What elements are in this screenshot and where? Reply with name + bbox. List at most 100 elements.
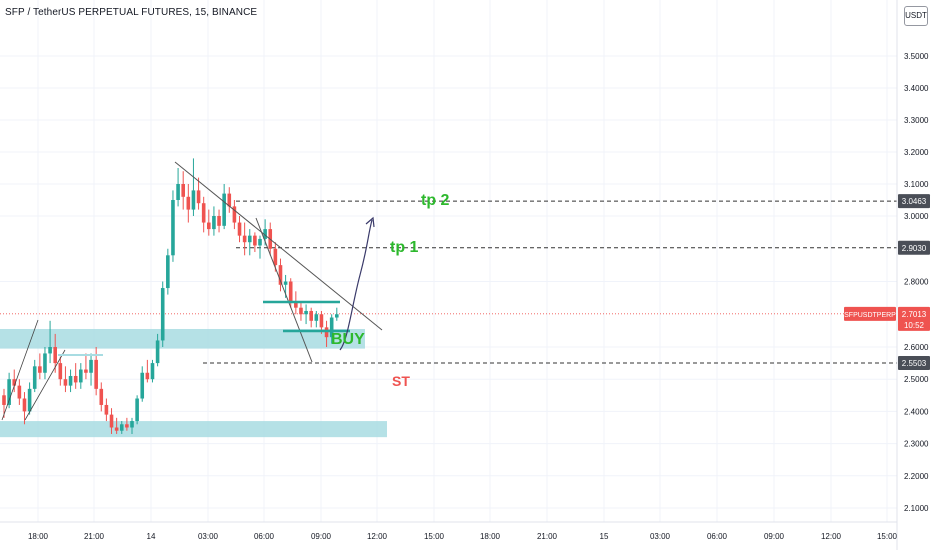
candle-body — [171, 200, 175, 256]
x-tick-label: 18:00 — [28, 532, 49, 541]
candle-body — [68, 375, 73, 386]
candle-body — [89, 359, 93, 373]
candle-body — [299, 307, 303, 315]
y-tick-label: 2.6000 — [904, 343, 929, 352]
candle-body — [79, 369, 83, 383]
candle-body — [247, 235, 252, 243]
candle-body — [253, 235, 257, 246]
candle-body — [63, 379, 68, 386]
price-axis[interactable]: 3.5000 3.4000 3.3000 3.2000 3.1000 3.0000 2.80… — [896, 0, 929, 550]
time-axis[interactable]: 18:00 21:00 14 03:00 06:00 09:00 12:00 15:00 18:… — [0, 521, 898, 541]
tp2-annotation: tp 2 — [421, 192, 450, 209]
drawings — [1, 161, 383, 421]
candle-body — [2, 395, 6, 405]
x-tick-label: 21:00 — [84, 532, 105, 541]
current-price-label: 2.7013 — [902, 310, 927, 319]
candle-body — [329, 317, 334, 338]
candle-body — [319, 314, 324, 328]
candle-body — [145, 372, 150, 380]
annotations: tp 2 tp 1 BUY ST — [331, 192, 450, 389]
candle-body — [186, 196, 191, 210]
y-tick-label: 3.0000 — [904, 212, 929, 221]
buy-annotation: BUY — [331, 331, 365, 348]
x-tick-label: 03:00 — [198, 532, 219, 541]
candle-body — [222, 193, 226, 226]
candle-body — [324, 327, 329, 338]
y-tick-label: 3.4000 — [904, 84, 929, 93]
candle-body — [104, 404, 109, 415]
candle-body — [278, 265, 283, 285]
tp1-level-badge — [898, 240, 930, 255]
candle-body — [217, 216, 221, 226]
candle-body — [283, 281, 288, 285]
candle-body — [227, 193, 232, 207]
tp2-level-label: 3.0463 — [902, 197, 927, 206]
candle-body — [191, 190, 196, 210]
stop-annotation: ST — [392, 373, 410, 389]
countdown-label: 10:52 — [904, 321, 925, 330]
main-trendline — [174, 161, 383, 331]
x-tick-label: 15:00 — [877, 532, 898, 541]
y-tick-label: 3.3000 — [904, 116, 929, 125]
candle-body — [22, 398, 27, 412]
candle-body — [12, 379, 17, 386]
candle-body — [43, 353, 47, 373]
x-tick-label: 06:00 — [254, 532, 275, 541]
candle-body — [135, 398, 139, 422]
candle-body — [32, 366, 37, 389]
y-tick-label: 2.8000 — [904, 278, 929, 287]
candle-body — [237, 222, 242, 236]
symbol-badge — [844, 306, 896, 321]
candle-body — [207, 222, 211, 230]
y-tick-label: 3.2000 — [904, 148, 929, 157]
candle-body — [263, 229, 267, 239]
candle-body — [232, 206, 237, 223]
x-tick-label: 03:00 — [650, 532, 671, 541]
candle-body — [212, 216, 216, 230]
y-tick-label: 2.3000 — [904, 440, 929, 449]
projection-arrow — [339, 219, 373, 351]
candle-body — [242, 235, 247, 243]
x-tick-label: 21:00 — [537, 532, 558, 541]
y-tick-label: 2.2000 — [904, 472, 929, 481]
candle-body — [27, 388, 32, 412]
y-tick-label: 3.5000 — [904, 52, 929, 61]
y-tick-label: 2.5000 — [904, 375, 929, 384]
candle-body — [140, 372, 145, 399]
x-tick-label: 12:00 — [367, 532, 388, 541]
currency-button[interactable]: USDT — [904, 6, 928, 26]
zones — [0, 328, 387, 438]
candle-body — [99, 388, 104, 405]
candle-body — [7, 379, 11, 405]
x-tick-label: 12:00 — [821, 532, 842, 541]
candle-body — [288, 281, 293, 302]
candle-body — [73, 375, 78, 383]
x-tick-label: 09:00 — [311, 532, 332, 541]
left-trendline-2 — [24, 349, 66, 421]
candle-body — [181, 184, 185, 197]
x-tick-label: 15 — [600, 532, 609, 541]
gridlines — [0, 0, 897, 522]
candle-body — [309, 310, 313, 321]
x-tick-label: 18:00 — [480, 532, 501, 541]
candle-body — [48, 347, 52, 354]
candles — [2, 158, 339, 434]
candle-body — [273, 248, 278, 266]
left-trendline-1 — [1, 319, 39, 421]
candle-body — [38, 366, 42, 373]
candle-body — [166, 255, 170, 289]
stop-level-badge — [898, 356, 930, 371]
inner-trendline — [255, 217, 313, 363]
candle-body — [114, 427, 119, 431]
candle-body — [109, 414, 114, 428]
candle-body — [304, 310, 308, 315]
tp2-level-badge — [898, 194, 930, 209]
candle-body — [94, 359, 98, 389]
y-tick-label: 2.4000 — [904, 407, 929, 416]
candle-body — [155, 340, 160, 364]
symbol-label: SFPUSDTPERP — [844, 312, 896, 319]
candle-body — [294, 301, 298, 308]
tp1-annotation: tp 1 — [390, 239, 419, 256]
